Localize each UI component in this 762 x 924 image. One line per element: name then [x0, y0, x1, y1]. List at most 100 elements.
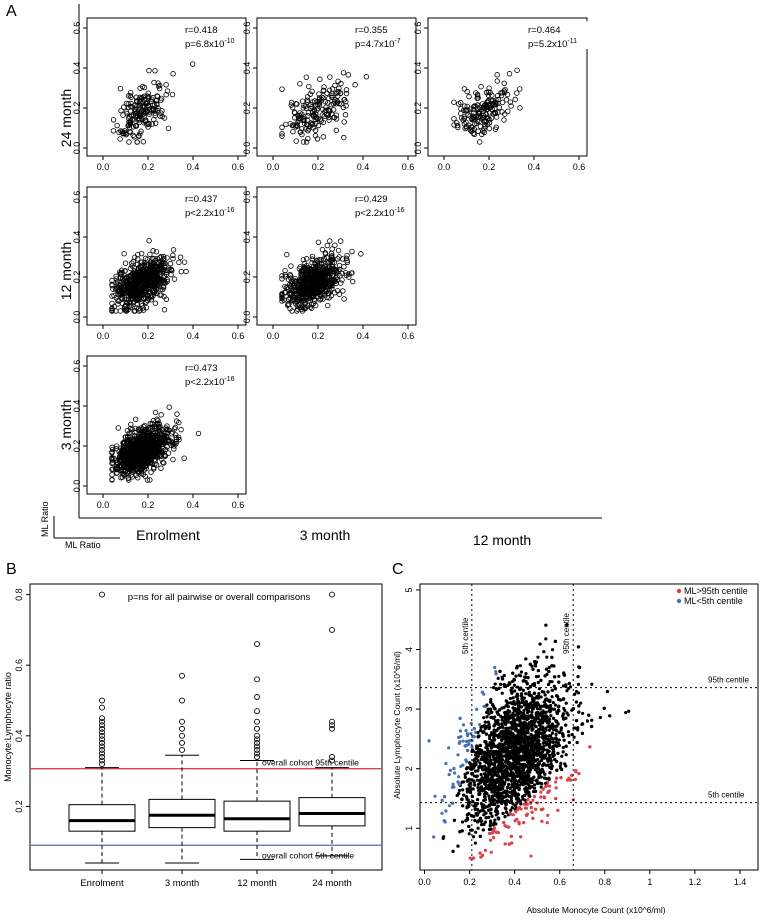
- data-point: [114, 278, 121, 285]
- data-point: [492, 126, 499, 132]
- correlation-p-exponent: -16: [394, 207, 404, 214]
- data-point: [346, 271, 352, 277]
- x-tick-label: 0.6: [232, 500, 245, 510]
- data-point: [111, 292, 117, 299]
- data-point: [141, 93, 148, 99]
- data-point: [165, 125, 172, 132]
- data-point: [481, 105, 487, 111]
- data-point: [110, 128, 117, 134]
- data-point: [463, 107, 470, 113]
- data-point: [131, 134, 138, 140]
- data-point: [590, 718, 594, 722]
- data-point: [496, 676, 500, 681]
- data-point: [305, 135, 311, 142]
- data-point: [166, 404, 172, 410]
- data-point: [301, 288, 307, 295]
- c-y-tick-label: 2: [404, 766, 414, 771]
- box-iqr: [223, 800, 291, 832]
- data-point: [484, 115, 491, 122]
- data-point: [470, 104, 477, 110]
- data-point: [137, 85, 143, 91]
- subplot-frame: [86, 17, 247, 157]
- data-point: [168, 272, 174, 278]
- c-x-tick-label: 1: [647, 877, 652, 887]
- col-label-12m: 12 month: [473, 532, 531, 548]
- correlation-r: r=0.473: [185, 363, 218, 374]
- data-point: [462, 125, 468, 132]
- data-point: [474, 830, 478, 834]
- data-point: [151, 279, 158, 286]
- data-point: [146, 238, 152, 244]
- data-point: [565, 689, 569, 693]
- data-point: [561, 745, 565, 750]
- data-point: [537, 691, 541, 696]
- data-point: [303, 74, 310, 80]
- data-point: [288, 263, 294, 269]
- panel-c: Absolute Lymphocyte Count (x10^6/ml) Abs…: [392, 583, 759, 915]
- data-point: [125, 475, 131, 481]
- data-point: [320, 134, 327, 140]
- data-point: [154, 255, 161, 262]
- data-point: [545, 655, 549, 659]
- data-point: [543, 693, 547, 697]
- data-point: [493, 100, 499, 106]
- data-point: [465, 766, 469, 770]
- data-point: [279, 131, 285, 137]
- outlier-point: [254, 718, 260, 725]
- data-point: [495, 93, 501, 99]
- data-point: [138, 109, 144, 115]
- y-tick-label: 0.4: [242, 231, 252, 244]
- data-point: [475, 128, 481, 134]
- data-point: [314, 275, 320, 281]
- data-point: [519, 670, 524, 674]
- data-point: [161, 255, 167, 262]
- data-point: [522, 802, 526, 806]
- correlation-p-exponent: -16: [224, 376, 234, 383]
- data-point: [536, 674, 540, 678]
- data-point: [169, 431, 175, 437]
- data-point: [510, 679, 515, 684]
- data-point: [506, 71, 513, 77]
- data-point: [309, 88, 315, 95]
- scatter-subplot-24m-vs-3m: 0.0 0.2 0.4 0.60.00.20.40.6 r=0.355p=4.7x10-…: [242, 17, 417, 172]
- x-tick-label: 0.0: [97, 500, 110, 510]
- data-point: [130, 132, 136, 139]
- data-point: [318, 257, 325, 263]
- data-point: [288, 102, 294, 108]
- x-tick-label: 0.6: [232, 331, 245, 341]
- data-point: [170, 456, 176, 463]
- data-point: [156, 85, 163, 92]
- data-point: [293, 138, 299, 144]
- data-point: [145, 261, 151, 267]
- box-0: Enrolment: [68, 591, 136, 889]
- data-point: [142, 118, 148, 125]
- data-point: [477, 113, 483, 120]
- data-point: [155, 80, 161, 86]
- data-point: [316, 95, 323, 101]
- data-point: [163, 82, 169, 88]
- data-point: [183, 268, 189, 275]
- data-point: [320, 257, 326, 263]
- data-point: [508, 103, 514, 109]
- x-tick-label: 0.2: [312, 162, 325, 172]
- data-point: [337, 273, 343, 279]
- data-point: [344, 257, 350, 264]
- y-tick-label: 0.4: [72, 400, 82, 413]
- data-point: [126, 437, 132, 443]
- data-point: [511, 813, 515, 817]
- data-point: [341, 296, 347, 302]
- data-point: [323, 104, 329, 110]
- data-point: [508, 696, 512, 701]
- data-point: [501, 117, 507, 123]
- data-point: [341, 134, 347, 141]
- data-point: [309, 259, 315, 266]
- data-point: [298, 268, 304, 275]
- data-point: [478, 743, 483, 748]
- data-point: [144, 121, 150, 128]
- data-point: [451, 99, 457, 105]
- data-point: [331, 114, 338, 121]
- data-point: [304, 97, 311, 103]
- c-y-tick-label: 3: [404, 707, 414, 712]
- data-point: [304, 94, 311, 100]
